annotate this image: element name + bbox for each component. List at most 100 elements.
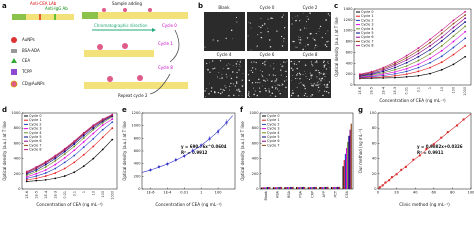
- image-speck: [261, 75, 264, 77]
- x-tick-label: 0.1: [72, 191, 76, 196]
- bar: [300, 186, 302, 189]
- point: [452, 22, 455, 25]
- plot-frame: [377, 112, 472, 190]
- point: [82, 165, 85, 168]
- point: [382, 66, 385, 69]
- image-speck: [247, 35, 249, 37]
- image-speck: [314, 47, 315, 49]
- image-speck: [273, 68, 274, 70]
- bar: [347, 141, 349, 189]
- bar: [321, 187, 323, 189]
- image-speck: [217, 92, 220, 94]
- image-speck: [304, 92, 307, 95]
- image-speck: [226, 76, 228, 78]
- bar: [322, 187, 324, 189]
- image-speck: [257, 82, 259, 84]
- point: [54, 172, 57, 174]
- image-title: Cycle 6: [260, 52, 275, 57]
- image-speck: [318, 31, 320, 32]
- point: [382, 69, 385, 71]
- particle: [148, 8, 152, 12]
- fit-line: [377, 113, 472, 190]
- image-speck: [229, 85, 231, 87]
- point: [25, 170, 28, 173]
- legend-label: Cycle 0: [361, 10, 374, 14]
- point: [417, 47, 420, 49]
- x-tick-label: 1E-5: [370, 87, 374, 95]
- legend-label: Cycle 8: [29, 148, 42, 152]
- bar: [339, 186, 341, 189]
- bar: [312, 187, 314, 189]
- image-speck: [260, 26, 262, 29]
- image-speck: [317, 86, 320, 89]
- y-tick-label: 800: [14, 126, 22, 130]
- image-speck: [311, 94, 313, 96]
- image-speck: [298, 61, 300, 63]
- x-tick-label: 1E-4: [381, 87, 385, 95]
- point: [394, 66, 396, 69]
- image-speck: [286, 79, 288, 81]
- point: [35, 179, 38, 182]
- bar: [298, 187, 300, 189]
- image-speck: [306, 37, 309, 39]
- legend-label: Cycle 3: [29, 127, 42, 131]
- y-axis-title: Optical density (a.u.) at T line: [334, 17, 339, 77]
- image-speck: [303, 94, 306, 97]
- image-speck: [229, 64, 231, 65]
- image-speck: [238, 90, 241, 93]
- bar: [348, 135, 350, 189]
- series-line: [26, 116, 113, 176]
- image-speck: [274, 84, 276, 86]
- bar: [265, 187, 267, 189]
- point: [44, 169, 47, 171]
- image-speck: [240, 59, 242, 61]
- point: [394, 71, 396, 73]
- image-speck: [250, 27, 252, 29]
- bar: [268, 187, 270, 189]
- bar: [275, 187, 277, 189]
- image-speck: [275, 87, 277, 89]
- bar: [326, 186, 328, 189]
- point: [63, 153, 66, 155]
- image-speck: [320, 78, 322, 80]
- point: [405, 61, 408, 64]
- image-speck: [277, 84, 279, 86]
- y-tick-label: 800: [346, 40, 354, 44]
- point: [92, 137, 95, 140]
- image-speck: [250, 61, 253, 63]
- image-speck: [320, 72, 322, 74]
- image-speck: [299, 74, 302, 76]
- point: [378, 186, 381, 189]
- strip: [84, 82, 188, 89]
- image-speck: [302, 48, 304, 51]
- x-tick-label: BSA: [287, 190, 291, 197]
- point: [452, 35, 455, 38]
- point: [404, 165, 407, 168]
- image-speck: [236, 21, 238, 23]
- point: [157, 165, 160, 168]
- point: [417, 59, 420, 62]
- point: [54, 154, 57, 157]
- image-speck: [254, 90, 256, 92]
- series-line: [359, 21, 466, 77]
- image-speck: [316, 76, 318, 78]
- bar: [342, 166, 344, 189]
- point: [464, 21, 467, 23]
- legend-label: Cycle 4: [29, 131, 42, 135]
- legend-label: Cycle 5: [267, 135, 280, 139]
- image-speck: [325, 86, 326, 88]
- image-speck: [327, 63, 329, 65]
- image-speck: [268, 89, 270, 91]
- diagram-text: Anti-IgG Ab: [45, 6, 68, 11]
- point: [405, 75, 408, 78]
- image-title: Blank: [218, 5, 230, 10]
- bar: [273, 187, 276, 189]
- point: [225, 121, 228, 124]
- image-speck: [285, 86, 287, 89]
- image-speck: [272, 80, 274, 82]
- point: [452, 53, 455, 56]
- x-tick-label: CEA: [345, 190, 349, 198]
- image-speck: [281, 45, 284, 47]
- diagram-text: BSA-ADA: [22, 48, 40, 53]
- bar: [333, 187, 335, 189]
